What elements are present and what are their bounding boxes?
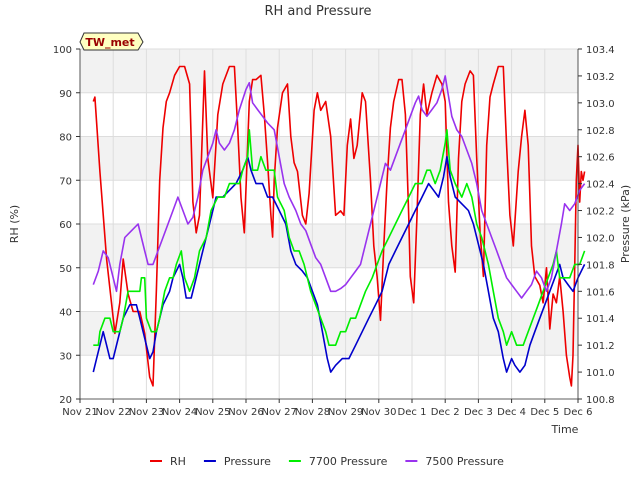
y-tick-label-right: 101.6 <box>586 287 615 298</box>
x-tick-label: Dec 3 <box>464 407 493 418</box>
series-line-7500-pressure <box>92 75 586 299</box>
x-tick-label: Nov 23 <box>129 407 164 418</box>
y-tick-label-left: 70 <box>59 176 72 187</box>
y-tick-label-right: 101.4 <box>586 314 615 325</box>
legend-label: Pressure <box>224 455 271 468</box>
y-tick-label-right: 103.0 <box>586 99 615 110</box>
legend: RH Pressure 7700 Pressure 7500 Pressure <box>150 455 504 468</box>
y-tick-label-left: 90 <box>59 89 72 100</box>
y-tick-label-right: 102.2 <box>586 207 615 218</box>
series-line-pressure <box>92 155 586 373</box>
x-tick-label: Dec 1 <box>398 407 427 418</box>
y-tick-label-right: 101.8 <box>586 260 615 271</box>
y-tick-label-left: 60 <box>59 220 72 231</box>
legend-label: 7700 Pressure <box>309 455 388 468</box>
y-tick-label-right: 102.8 <box>586 126 615 137</box>
y-tick-label-right: 100.8 <box>586 395 615 406</box>
y-tick-label-left: 80 <box>59 133 72 144</box>
legend-label: RH <box>170 455 186 468</box>
chart-title: RH and Pressure <box>264 4 371 19</box>
y-tick-label-right: 102.0 <box>586 233 615 244</box>
x-tick-label: Nov 24 <box>162 407 197 418</box>
y-tick-label-left: 100 <box>53 45 72 56</box>
x-tick-label: Nov 30 <box>361 407 396 418</box>
plot-band <box>80 49 578 93</box>
plot-band <box>80 136 578 181</box>
y-tick-label-right: 102.6 <box>586 153 615 164</box>
series-layer <box>92 65 586 387</box>
x-tick-label: Dec 2 <box>431 407 460 418</box>
y-tick-label-left: 20 <box>59 395 72 406</box>
x-tick-label: Dec 6 <box>564 407 593 418</box>
y-tick-label-left: 30 <box>59 351 72 362</box>
station-badge: TW_met <box>79 32 144 51</box>
series-line-7700-pressure <box>93 129 586 346</box>
y-tick-label-right: 101.0 <box>586 368 615 379</box>
y-tick-label-left: 40 <box>59 308 72 319</box>
legend-item: 7700 Pressure <box>288 455 388 468</box>
legend-label: 7500 Pressure <box>425 455 504 468</box>
x-tick-label: Nov 28 <box>295 407 330 418</box>
x-tick-label: Nov 29 <box>328 407 363 418</box>
x-tick-label: Dec 5 <box>530 407 559 418</box>
x-tick-label: Nov 25 <box>195 407 230 418</box>
y-tick-label-right: 103.4 <box>586 45 615 56</box>
legend-item: 7500 Pressure <box>405 455 504 468</box>
y-axis-label-left: RH (%) <box>8 205 21 243</box>
x-tick-label: Dec 4 <box>497 407 526 418</box>
x-tick-label: Nov 21 <box>62 407 97 418</box>
axes: 20 30 40 50 60 70 80 90 100 100.8 101.0 101.2 101.4 1… <box>53 45 615 418</box>
y-tick-label-right: 102.4 <box>586 180 615 191</box>
x-tick-label: Nov 26 <box>228 407 263 418</box>
x-axis-label: Time <box>551 423 579 436</box>
x-tick-label: Nov 22 <box>95 407 130 418</box>
legend-item: RH <box>150 455 186 468</box>
x-tick-label: Nov 27 <box>261 407 296 418</box>
y-axis-label-right: Pressure (kPa) <box>619 185 632 263</box>
plot-band <box>80 311 578 356</box>
y-tick-label-right: 101.2 <box>586 341 615 352</box>
series-line-rh <box>92 65 586 387</box>
y-tick-label-left: 50 <box>59 264 72 275</box>
legend-item: Pressure <box>203 455 271 468</box>
y-tick-label-right: 103.2 <box>586 72 615 83</box>
station-label: TW_met <box>85 36 134 49</box>
